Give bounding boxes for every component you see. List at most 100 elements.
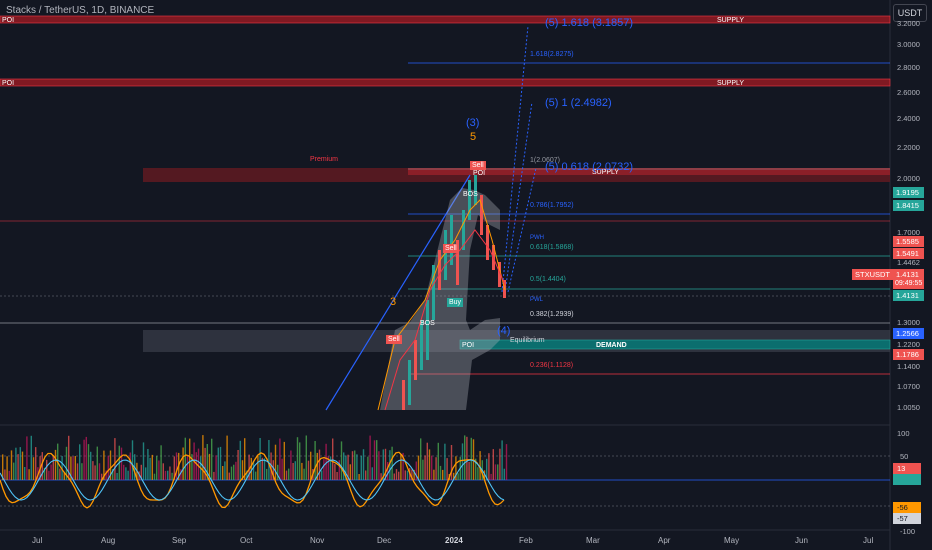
osc-bar bbox=[351, 451, 354, 480]
osc-bar bbox=[307, 460, 310, 480]
osc-bar bbox=[26, 436, 28, 480]
osc-bar bbox=[332, 438, 334, 480]
osc-bar bbox=[105, 470, 107, 480]
osc-bar bbox=[325, 443, 327, 480]
time-label: Jun bbox=[795, 536, 808, 545]
osc-bar bbox=[442, 469, 444, 480]
osc-bar bbox=[180, 469, 182, 480]
osc-bar bbox=[250, 457, 252, 480]
osc-bar bbox=[19, 447, 21, 480]
osc-bar bbox=[475, 458, 477, 480]
price-tick: 1.7000 bbox=[897, 228, 920, 237]
osc-bar bbox=[356, 454, 358, 480]
osc-bar bbox=[156, 455, 158, 480]
osc-bar bbox=[288, 468, 290, 480]
price-badge: 1.2566 bbox=[893, 328, 924, 339]
osc-bar bbox=[303, 468, 305, 480]
osc-bar bbox=[382, 449, 384, 480]
osc-bar bbox=[59, 468, 61, 480]
osc-bar bbox=[252, 460, 255, 480]
symbol-title[interactable]: Stacks / TetherUS, 1D, BINANCE bbox=[6, 5, 155, 16]
poi-label-top: POI bbox=[2, 17, 15, 24]
osc-bar bbox=[263, 458, 266, 480]
osc-badge-13: 13 bbox=[893, 463, 921, 474]
price-badge: 1.1786 bbox=[893, 349, 924, 360]
osc-bar bbox=[112, 469, 114, 480]
osc-bar bbox=[461, 443, 464, 480]
osc-bar bbox=[76, 463, 79, 480]
osc-bar bbox=[426, 442, 428, 480]
price-tick: 2.8000 bbox=[897, 63, 920, 72]
osc-bar bbox=[208, 453, 211, 480]
time-label: May bbox=[724, 536, 740, 545]
osc-bar bbox=[431, 455, 433, 480]
osc-bar bbox=[387, 462, 389, 480]
osc-bar bbox=[28, 469, 30, 480]
osc-bar bbox=[65, 446, 68, 480]
osc-bar bbox=[120, 447, 123, 480]
bos-label-low: BOS bbox=[420, 320, 435, 327]
osc-bar bbox=[497, 464, 499, 480]
buy-signal: Buy bbox=[447, 298, 464, 307]
osc-bar bbox=[173, 456, 175, 480]
osc-bar bbox=[149, 457, 151, 480]
time-label: Oct bbox=[240, 536, 253, 545]
supply-zone-top bbox=[0, 15, 891, 24]
sell-signal-top: Sell bbox=[470, 161, 486, 170]
osc-bar bbox=[371, 467, 373, 480]
osc-bar bbox=[470, 437, 472, 480]
osc-bar bbox=[50, 464, 52, 480]
osc-bar bbox=[294, 461, 296, 480]
osc-bar bbox=[406, 470, 409, 480]
osc-tick: -100 bbox=[900, 527, 916, 536]
osc-wave-blue bbox=[0, 459, 505, 501]
osc-bar bbox=[96, 446, 98, 480]
osc-bar bbox=[147, 449, 149, 480]
osc-bar bbox=[466, 436, 468, 480]
osc-bar bbox=[35, 447, 37, 480]
osc-bar bbox=[239, 440, 241, 480]
osc-bar bbox=[79, 444, 81, 480]
osc-bar bbox=[365, 470, 367, 480]
sell-signal-low: Sell bbox=[386, 335, 402, 344]
osc-bar bbox=[486, 458, 488, 480]
osc-bar bbox=[94, 465, 96, 480]
currency-button[interactable]: USDT bbox=[893, 4, 927, 22]
time-label: Apr bbox=[658, 536, 671, 545]
osc-wave-orange bbox=[0, 451, 505, 509]
osc-bar bbox=[160, 445, 162, 480]
projection-1 bbox=[504, 101, 533, 293]
osc-bar bbox=[70, 456, 72, 480]
osc-bar bbox=[8, 470, 10, 480]
osc-bar bbox=[6, 456, 8, 480]
osc-bar bbox=[334, 464, 336, 480]
sell-signal-mid: Sell bbox=[443, 244, 459, 253]
osc-bar bbox=[48, 470, 50, 480]
osc-bar bbox=[400, 454, 402, 480]
osc-bar bbox=[492, 449, 494, 480]
countdown-badge: 09:49:55 bbox=[893, 279, 925, 289]
price-tick: 2.2000 bbox=[897, 143, 920, 152]
osc-bar bbox=[17, 454, 19, 480]
osc-bar bbox=[10, 450, 13, 480]
price-tick: 1.2200 bbox=[897, 340, 920, 349]
osc-bar bbox=[151, 454, 153, 480]
osc-bar bbox=[233, 464, 235, 480]
osc-bar bbox=[125, 467, 127, 480]
target-0618-label: (5) 0.618 (2.0732) bbox=[545, 161, 634, 173]
target-1618-label: (5) 1.618 (3.1857) bbox=[545, 17, 634, 29]
osc-bar bbox=[87, 444, 90, 480]
osc-bar bbox=[43, 467, 46, 480]
time-label: Feb bbox=[519, 536, 533, 545]
time-label: Mar bbox=[586, 536, 600, 545]
osc-bar bbox=[46, 459, 48, 480]
supply-label-top: SUPPLY bbox=[717, 17, 745, 24]
osc-bar bbox=[68, 435, 70, 480]
osc-bar bbox=[345, 455, 347, 480]
bollinger-cloud bbox=[380, 188, 500, 410]
fib-0618-label: 0.618(1.5868) bbox=[530, 244, 574, 251]
time-label: Nov bbox=[310, 536, 325, 545]
osc-bar bbox=[145, 467, 147, 480]
wave-3-blue: (3) bbox=[466, 117, 480, 129]
